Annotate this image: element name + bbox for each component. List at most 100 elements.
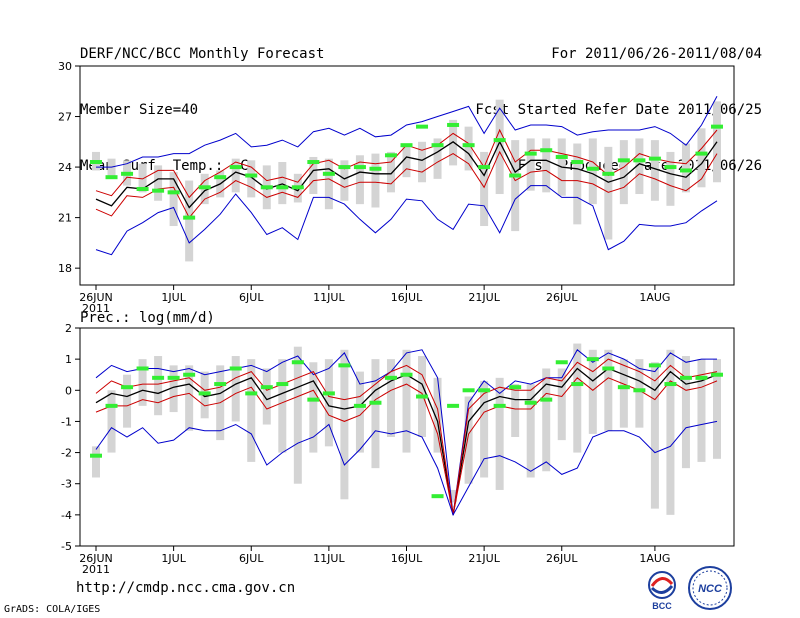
x-tick-label: 11JUL — [313, 291, 345, 304]
x-tick-label: 1AUG — [639, 291, 670, 304]
spread-bar — [464, 126, 473, 171]
x-tick-label: 26JUN — [79, 291, 113, 304]
spread-bar — [262, 368, 271, 425]
spread-bar — [247, 160, 256, 198]
precip-variable-label: Prec.: log(mm/d) — [80, 310, 215, 326]
spread-bar — [386, 151, 395, 193]
logos: BCC NCC — [648, 566, 732, 611]
control-marker — [276, 185, 289, 190]
control-marker — [198, 391, 211, 396]
control-marker — [384, 153, 397, 158]
spread-bar — [169, 172, 178, 227]
control-marker — [90, 160, 102, 165]
control-marker — [478, 165, 491, 170]
spread-bar — [340, 349, 349, 500]
x-tick-label: 1AUG — [639, 552, 670, 565]
control-marker — [648, 363, 661, 368]
x-tick-label: 6JUL — [239, 552, 264, 565]
control-marker — [136, 366, 149, 371]
x-tick-label: 16JUL — [391, 291, 423, 304]
control-marker — [167, 375, 180, 380]
bcc-logo-text: BCC — [652, 601, 672, 611]
control-marker — [462, 143, 475, 148]
control-marker — [555, 154, 568, 159]
control-marker — [229, 165, 242, 170]
spread-bar — [449, 119, 458, 166]
control-marker — [524, 151, 537, 156]
y-tick-label: 24 — [58, 161, 72, 174]
x-tick-label: 1JUL — [161, 552, 186, 565]
control-marker — [711, 372, 723, 377]
spread-bar — [650, 140, 659, 201]
spread-bar — [635, 359, 644, 428]
spread-bar — [402, 143, 411, 178]
spread-bar — [402, 349, 411, 453]
y-tick-label: 0 — [65, 384, 72, 397]
control-marker — [353, 403, 366, 408]
spread-bar — [650, 362, 659, 509]
spread-bar — [324, 359, 333, 447]
spread-bar — [697, 359, 706, 462]
control-marker — [369, 400, 382, 405]
control-marker — [369, 166, 382, 171]
control-marker — [447, 403, 460, 408]
x-tick-label: 16JUL — [391, 552, 423, 565]
control-marker — [571, 382, 584, 387]
spread-bar — [557, 368, 566, 441]
control-marker — [664, 165, 677, 170]
series-line-min — [96, 96, 718, 168]
control-marker — [617, 158, 630, 163]
y-tick-label: -2 — [61, 447, 72, 460]
control-marker — [416, 394, 429, 399]
spread-bar — [635, 138, 644, 195]
website-url[interactable]: http://cmdp.ncc.cma.gov.cn — [76, 580, 296, 596]
series-line-mean — [95, 140, 718, 209]
spread-bar — [371, 153, 380, 208]
spread-bar — [309, 156, 318, 195]
spread-bar — [231, 158, 240, 193]
control-marker — [540, 397, 553, 402]
series-line-upper_std — [95, 358, 718, 515]
control-marker — [291, 360, 304, 365]
control-marker — [136, 186, 149, 191]
grads-credit: GrADS: COLA/IGES — [4, 604, 101, 615]
spread-bar — [480, 380, 489, 478]
control-marker — [431, 494, 444, 499]
spread-bar — [355, 155, 364, 205]
control-marker — [183, 215, 196, 220]
control-marker — [633, 158, 646, 163]
control-marker — [322, 171, 335, 176]
spread-bar — [185, 180, 194, 262]
control-marker — [105, 175, 118, 180]
spread-bar — [604, 146, 613, 240]
spread-bar — [573, 343, 582, 453]
spread-bar — [511, 140, 520, 232]
spread-bar — [278, 162, 287, 205]
control-marker — [586, 357, 599, 362]
control-marker — [711, 124, 723, 129]
x-year-label: 2011 — [82, 302, 110, 315]
control-marker — [540, 148, 553, 153]
control-marker — [431, 143, 444, 148]
series-line-lower_std — [95, 150, 718, 219]
x-tick-label: 21JUL — [468, 291, 500, 304]
spread-bar — [495, 377, 504, 490]
control-marker — [695, 375, 708, 380]
control-marker — [617, 385, 630, 390]
spread-bar — [154, 165, 163, 201]
spread-bar — [542, 368, 551, 472]
control-marker — [664, 382, 677, 387]
spread-bar — [526, 138, 535, 191]
control-marker — [493, 138, 506, 143]
control-marker — [493, 403, 506, 408]
series-line-max — [95, 349, 717, 515]
spread-bar — [511, 384, 520, 437]
control-marker — [307, 397, 320, 402]
y-tick-label: 21 — [58, 212, 72, 225]
series-line-min — [95, 420, 718, 517]
control-marker — [602, 171, 615, 176]
control-marker — [353, 165, 366, 170]
control-marker — [679, 168, 692, 173]
x-tick-label: 26JUL — [546, 291, 578, 304]
control-marker — [400, 372, 413, 377]
